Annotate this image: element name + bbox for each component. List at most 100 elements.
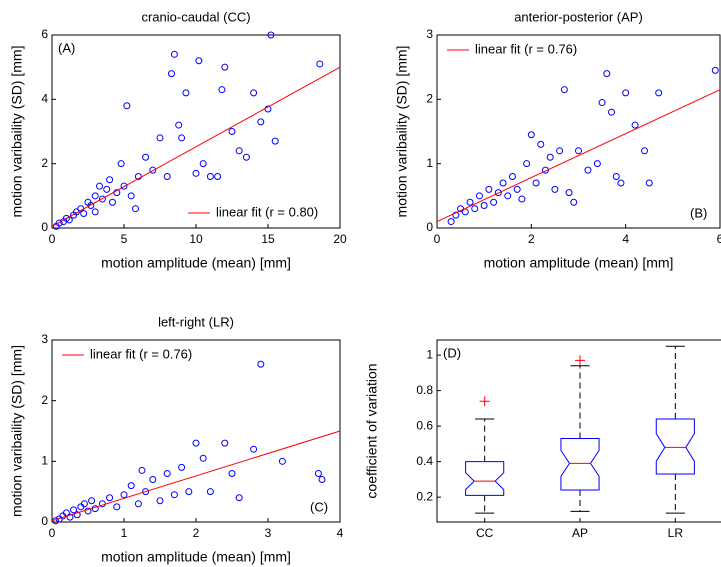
point [228, 469, 236, 477]
y-tick-label: 0.2 [416, 489, 433, 503]
y-axis-label: motion varibaility (SD) [mm] [394, 46, 410, 218]
point [163, 173, 171, 181]
point [132, 205, 140, 213]
point [523, 160, 531, 168]
point [508, 173, 516, 181]
point [168, 70, 176, 78]
point [278, 457, 286, 465]
point [267, 31, 275, 39]
point [612, 173, 620, 181]
point [250, 89, 258, 97]
point [518, 195, 526, 203]
x-tick-label: LR [668, 526, 684, 540]
axes-frame [51, 339, 341, 523]
legend-label: linear fit (r = 0.76) [90, 346, 192, 361]
point [551, 185, 559, 193]
point [195, 57, 203, 65]
y-tick-label: 2 [41, 393, 48, 407]
point [103, 185, 111, 193]
point [560, 86, 568, 94]
point [192, 169, 200, 177]
y-tick-label: 1 [426, 156, 433, 170]
x-axis-label: motion amplitude (mean) [mm] [101, 549, 291, 565]
box [560, 438, 600, 491]
point [80, 210, 88, 218]
point [711, 66, 719, 74]
y-tick-label: 6 [41, 27, 48, 41]
point [314, 469, 322, 477]
x-tick-label: 1 [121, 526, 128, 540]
point [206, 173, 214, 181]
point [120, 182, 128, 190]
point [608, 108, 616, 116]
box [655, 418, 695, 475]
point [228, 128, 236, 135]
legend-label: linear fit (r = 0.76) [475, 41, 577, 56]
point [142, 153, 150, 161]
point [452, 211, 460, 219]
point [490, 198, 498, 206]
x-tick-label: 4 [337, 526, 344, 540]
x-tick-label: 0 [434, 232, 441, 246]
point [170, 491, 178, 499]
y-tick-label: 0.4 [416, 454, 433, 468]
point [199, 454, 207, 462]
point [199, 160, 207, 168]
point [447, 218, 455, 226]
point [570, 198, 578, 206]
x-tick-label: 5 [121, 232, 128, 246]
panel-label: (D) [443, 345, 461, 360]
point [185, 488, 193, 496]
point [242, 153, 250, 161]
y-tick-label: 2 [426, 92, 433, 106]
fit-line [436, 89, 721, 223]
point [88, 497, 96, 505]
axes-frame [436, 34, 721, 229]
point [575, 147, 582, 155]
point [499, 179, 507, 187]
point [108, 198, 116, 206]
point [504, 192, 512, 200]
x-tick-label: 6 [717, 232, 721, 246]
point [221, 439, 229, 447]
point [655, 89, 663, 97]
x-tick-label: 2 [528, 232, 535, 246]
flier [575, 355, 585, 366]
point [471, 205, 479, 213]
y-tick-label: 0.8 [416, 383, 433, 397]
point [142, 488, 150, 496]
point [66, 513, 74, 521]
point [257, 360, 265, 368]
x-axis-label: motion amplitude (mean) [mm] [101, 255, 291, 271]
point [127, 192, 135, 200]
y-tick-label: 2 [41, 156, 48, 170]
x-tick-label: 20 [333, 232, 347, 246]
point [645, 179, 653, 187]
point [127, 482, 135, 490]
point [98, 195, 106, 203]
point [73, 511, 81, 519]
point [156, 497, 164, 505]
point [156, 134, 164, 142]
point [84, 507, 92, 515]
point [206, 488, 214, 496]
point [631, 121, 639, 129]
point [123, 102, 131, 110]
panel-label: (C) [310, 499, 328, 514]
point [480, 201, 488, 209]
point [170, 50, 178, 58]
y-axis-label: motion varibaility (SD) [mm] [9, 46, 25, 218]
y-tick-label: 1 [426, 347, 433, 361]
x-tick-label: AP [572, 526, 588, 540]
point [532, 179, 540, 187]
point [175, 121, 183, 129]
x-tick-label: 0 [49, 232, 56, 246]
point [641, 147, 649, 155]
point [235, 147, 243, 155]
box [465, 461, 505, 496]
x-tick-label: CC [476, 526, 494, 540]
point [192, 439, 200, 447]
x-tick-label: 15 [261, 232, 275, 246]
point [316, 60, 324, 68]
y-tick-label: 4 [41, 92, 48, 106]
